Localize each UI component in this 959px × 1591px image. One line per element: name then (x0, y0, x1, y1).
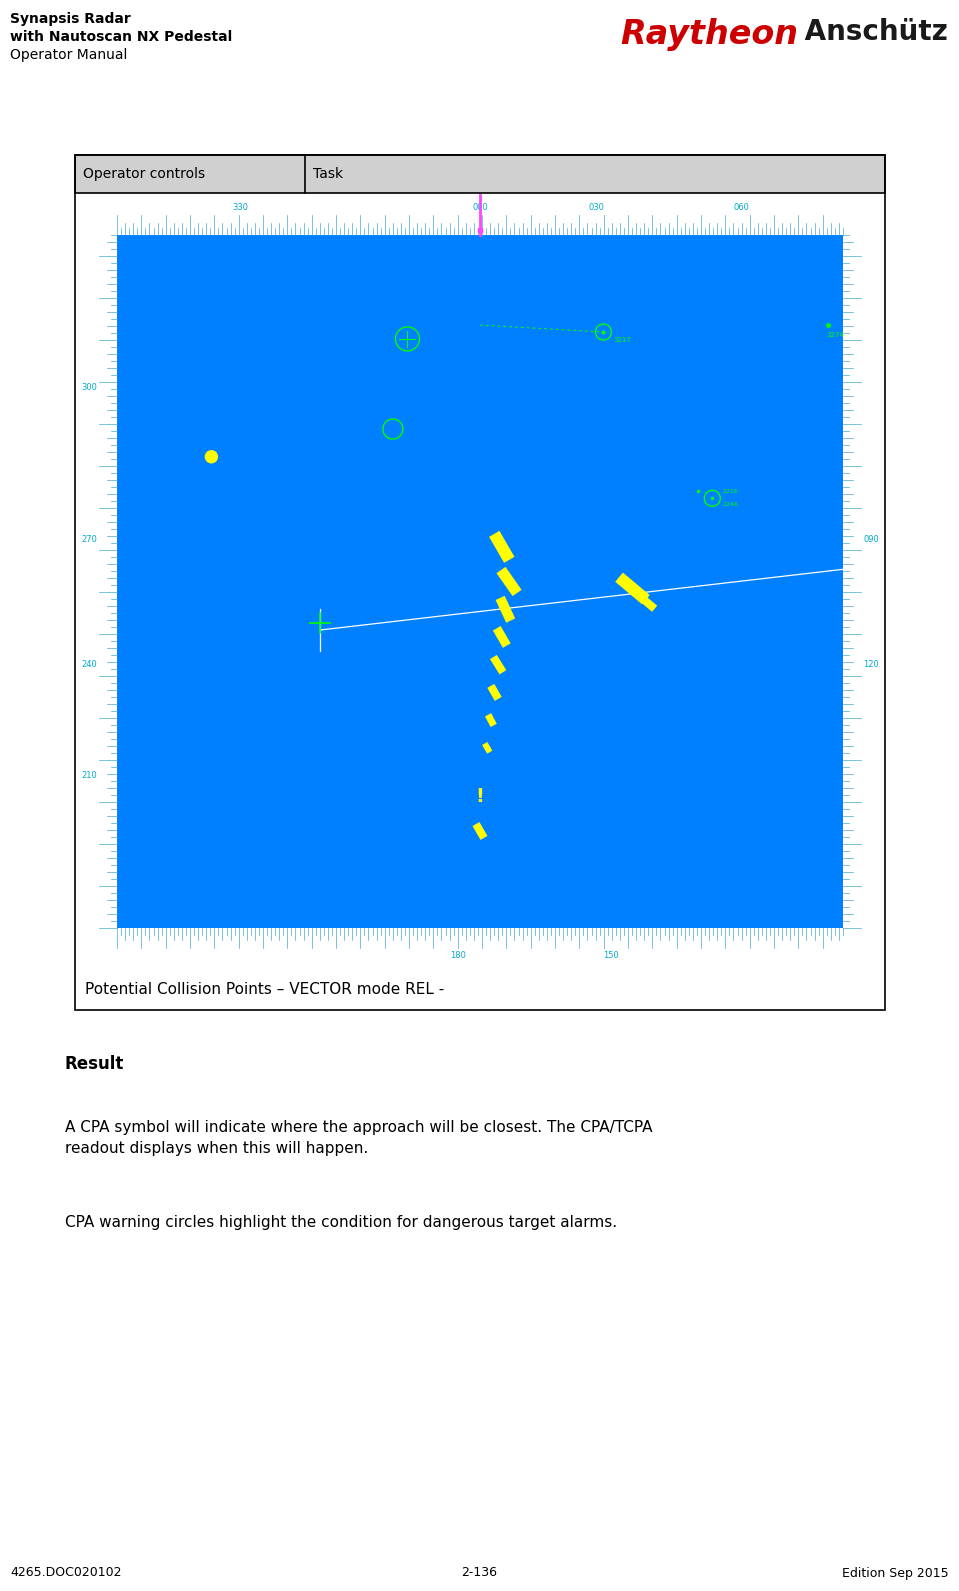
Text: 090: 090 (863, 536, 879, 544)
Text: 030: 030 (588, 204, 604, 212)
Text: Anschütz: Anschütz (795, 18, 947, 46)
Text: Raytheon: Raytheon (620, 18, 798, 51)
Text: 000: 000 (472, 204, 488, 212)
Circle shape (205, 450, 218, 463)
Text: 330: 330 (232, 204, 248, 212)
Text: !: ! (476, 788, 484, 805)
Bar (487, 684, 502, 702)
Text: 150: 150 (603, 951, 619, 959)
Bar (485, 713, 497, 727)
Bar (75, 154, 885, 1010)
Text: 2-136: 2-136 (461, 1567, 497, 1580)
Text: A CPA symbol will indicate where the approach will be closest. The CPA/TCPA
read: A CPA symbol will indicate where the app… (65, 1120, 652, 1157)
Bar (473, 823, 487, 840)
Text: Result: Result (65, 1055, 125, 1072)
Text: Edition Sep 2015: Edition Sep 2015 (842, 1567, 949, 1580)
Bar (637, 593, 657, 613)
Text: Synapsis Radar: Synapsis Radar (10, 13, 130, 25)
Text: 120: 120 (863, 660, 879, 670)
Text: 2216: 2216 (722, 490, 738, 495)
Text: Operator Manual: Operator Manual (10, 48, 128, 62)
Bar (482, 741, 492, 754)
Text: Potential Collision Points – VECTOR mode REL -: Potential Collision Points – VECTOR mode… (85, 983, 444, 998)
Text: 300: 300 (81, 383, 97, 391)
Bar (615, 573, 650, 605)
Bar (496, 595, 515, 622)
Text: 060: 060 (734, 204, 749, 212)
Text: 3217: 3217 (614, 337, 631, 344)
Text: with Nautoscan NX Pedestal: with Nautoscan NX Pedestal (10, 30, 232, 45)
Text: 2246: 2246 (722, 503, 738, 508)
Bar (493, 625, 511, 648)
Text: 270: 270 (81, 536, 97, 544)
Bar (117, 235, 843, 928)
Bar (490, 655, 506, 675)
Bar (489, 531, 514, 563)
Bar (75, 154, 885, 193)
Text: CPA warning circles highlight the condition for dangerous target alarms.: CPA warning circles highlight the condit… (65, 1216, 618, 1230)
Text: 4265.DOC020102: 4265.DOC020102 (10, 1567, 122, 1580)
Text: 240: 240 (81, 660, 97, 670)
Text: 3274: 3274 (827, 333, 844, 339)
Text: 210: 210 (81, 772, 97, 780)
Text: Operator controls: Operator controls (83, 167, 205, 181)
Text: 180: 180 (451, 951, 466, 959)
Bar (497, 566, 522, 597)
Text: Task: Task (313, 167, 343, 181)
